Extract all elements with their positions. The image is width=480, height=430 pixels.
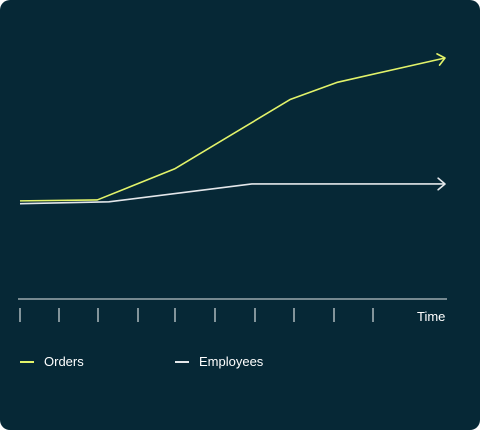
legend-item-orders: Orders [20, 354, 84, 369]
arrowhead-orders [436, 53, 446, 66]
x-axis-label: Time [417, 309, 446, 324]
legend-label-orders: Orders [44, 354, 84, 369]
legend-swatch-orders [20, 360, 34, 363]
legend-swatch-employees [175, 360, 189, 363]
series-line-orders [19, 57, 446, 202]
arrowhead-employees [437, 177, 446, 191]
series-group [19, 53, 446, 205]
x-axis-ticks [19, 308, 374, 322]
legend-label-employees: Employees [199, 354, 264, 369]
series-line-employees [19, 183, 445, 205]
legend-item-employees: Employees [175, 354, 263, 369]
